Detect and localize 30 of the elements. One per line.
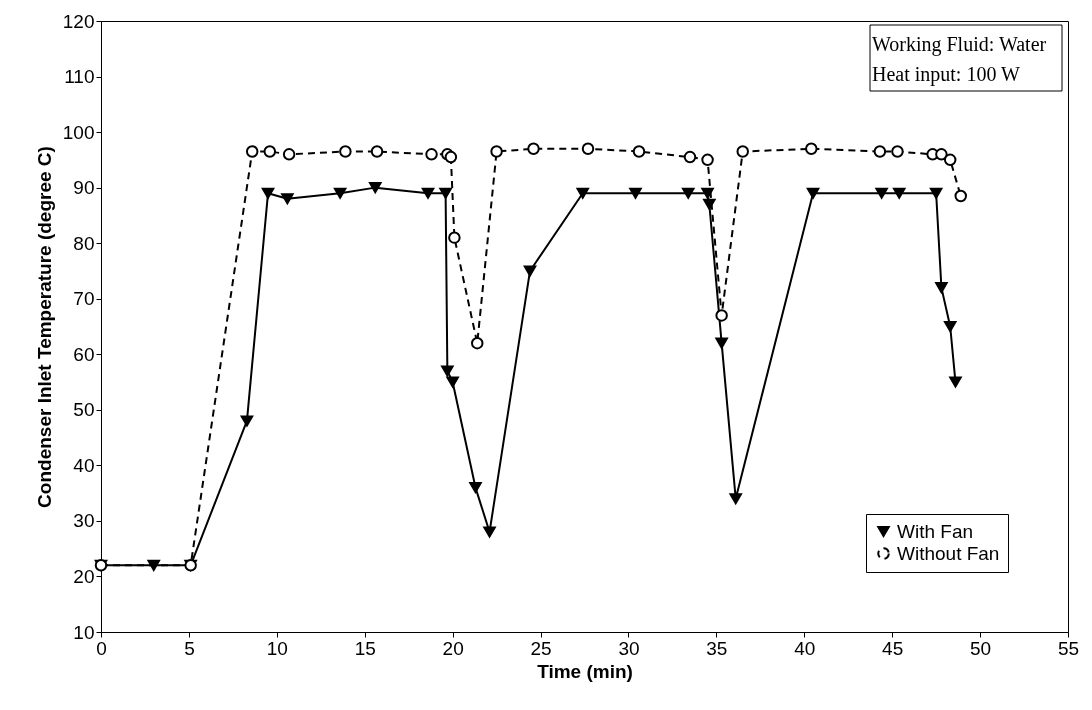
y-tick-label: 20 bbox=[73, 565, 95, 587]
y-tick-label: 10 bbox=[73, 621, 95, 643]
x-tick-label: 30 bbox=[618, 637, 640, 659]
x-tick-label: 15 bbox=[354, 637, 376, 659]
y-tick-label: 120 bbox=[62, 10, 95, 32]
x-tick-label: 40 bbox=[794, 637, 816, 659]
legend-label: Without Fan bbox=[897, 542, 1000, 564]
y-tick-label: 60 bbox=[73, 343, 95, 365]
legend-label: With Fan bbox=[897, 520, 974, 542]
y-tick-label: 70 bbox=[73, 288, 95, 310]
y-tick-label: 100 bbox=[62, 121, 95, 143]
y-tick-label: 30 bbox=[73, 510, 95, 532]
x-tick-label: 25 bbox=[530, 637, 552, 659]
x-tick-label: 0 bbox=[96, 637, 107, 659]
x-tick-label: 45 bbox=[882, 637, 904, 659]
y-tick-label: 50 bbox=[73, 399, 95, 421]
y-tick-label: 110 bbox=[64, 66, 95, 88]
x-tick-label: 5 bbox=[184, 637, 195, 659]
annotation: Heat input: 100 W bbox=[872, 63, 1021, 86]
x-tick-label: 55 bbox=[1057, 637, 1080, 659]
x-tick-label: 35 bbox=[706, 637, 728, 659]
x-tick-label: 50 bbox=[970, 637, 992, 659]
x-tick-label: 10 bbox=[266, 637, 288, 659]
x-axis-title: Time (min) bbox=[537, 660, 633, 682]
annotation: Working Fluid: Water bbox=[872, 33, 1047, 56]
y-axis-title: Condenser Inlet Temperature (degree C) bbox=[33, 146, 55, 508]
y-tick-label: 40 bbox=[73, 454, 95, 476]
y-tick-label: 90 bbox=[73, 177, 95, 199]
y-tick-label: 80 bbox=[73, 232, 95, 254]
x-tick-label: 20 bbox=[442, 637, 464, 659]
